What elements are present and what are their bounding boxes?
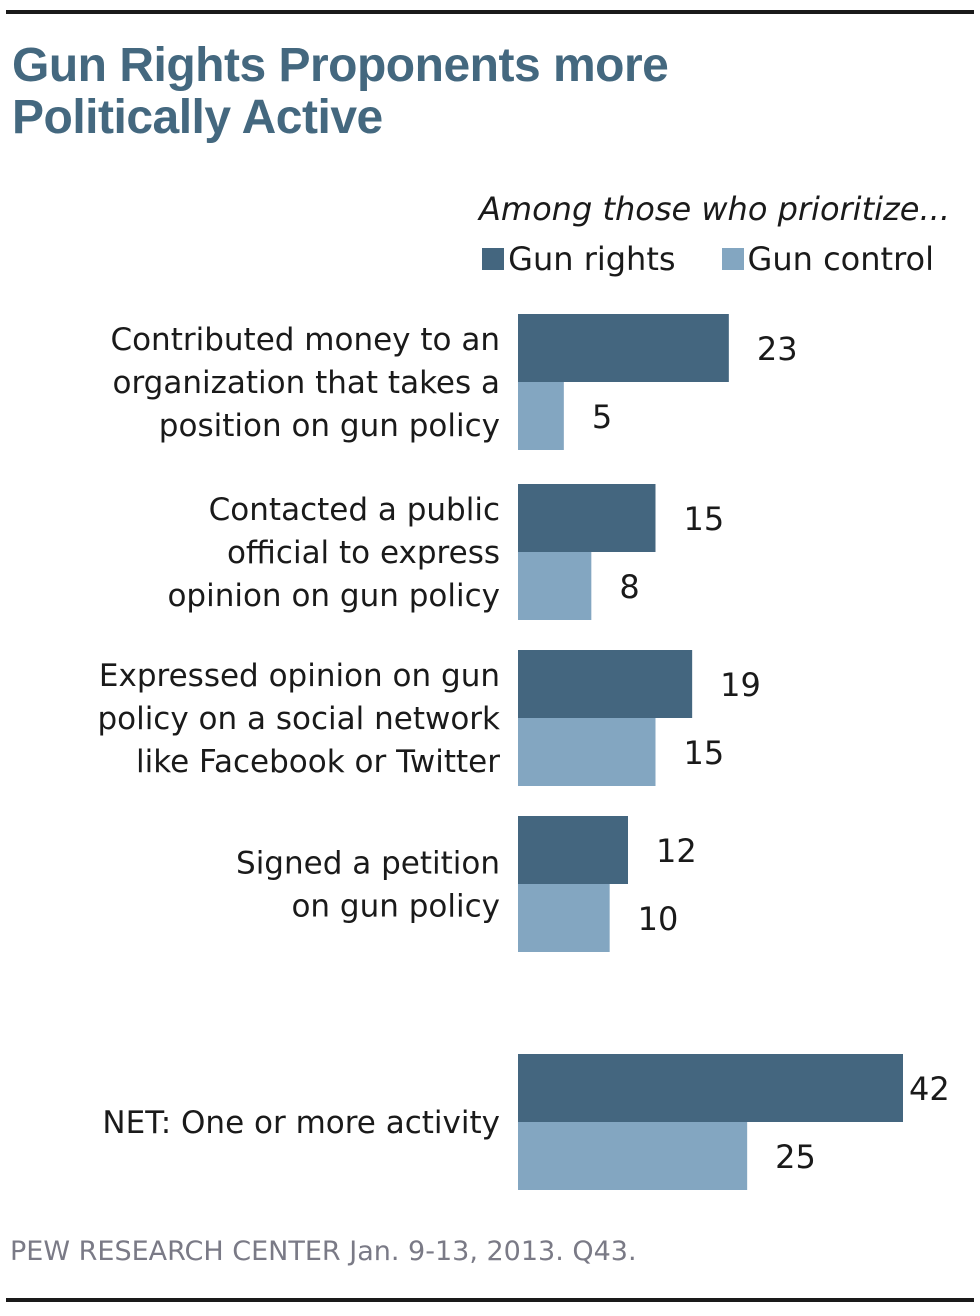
category-label: Signed a petition (236, 846, 500, 882)
data-label: 23 (757, 330, 798, 368)
data-label: 15 (684, 734, 725, 772)
category-label: opinion on gun policy (167, 578, 500, 614)
category-label: policy on a social network (97, 701, 500, 737)
bar-gun-control (518, 1122, 748, 1190)
data-label: 12 (656, 832, 697, 870)
bar-gun-rights (518, 484, 656, 552)
bar-gun-rights (518, 314, 729, 382)
data-label: 10 (638, 900, 679, 938)
category-label: like Facebook or Twitter (136, 744, 500, 780)
category-label: organization that takes a (113, 365, 501, 401)
top-rule (6, 10, 974, 14)
category-label: official to express (227, 535, 500, 571)
title-line-1: Gun Rights Proponents more (12, 39, 669, 92)
category-label: position on gun policy (159, 408, 500, 444)
legend-swatch-gun-control (721, 248, 744, 270)
category-label: Contacted a public (209, 492, 500, 528)
bar-gun-rights (518, 650, 693, 718)
data-label: 42 (909, 1070, 950, 1108)
bar-gun-rights (518, 1054, 903, 1122)
chart-title: Gun Rights Proponents more Politically A… (12, 39, 669, 144)
legend-item-gun-rights: Gun rights (482, 240, 676, 278)
category-label: on gun policy (291, 889, 500, 925)
bottom-rule (6, 1298, 974, 1302)
bar-gun-control (518, 382, 564, 450)
legend-label-gun-rights: Gun rights (508, 240, 676, 278)
chart-subtitle: Among those who prioritize... (479, 190, 950, 228)
data-label: 25 (775, 1138, 816, 1176)
category-label: Contributed money to an (110, 322, 500, 358)
source-note: PEW RESEARCH CENTER Jan. 9-13, 2013. Q43… (10, 1236, 637, 1267)
bar-gun-control (518, 718, 656, 786)
data-label: 8 (619, 568, 639, 606)
legend-swatch-gun-rights (482, 248, 505, 270)
data-label: 15 (684, 500, 725, 538)
bar-gun-rights (518, 816, 628, 884)
legend: Gun rights Gun control (482, 240, 934, 278)
title-line-2: Politically Active (12, 91, 383, 144)
bar-gun-control (518, 552, 592, 620)
legend-label-gun-control: Gun control (747, 240, 934, 278)
bar-gun-control (518, 884, 610, 952)
legend-item-gun-control: Gun control (721, 240, 934, 278)
data-label: 5 (592, 398, 612, 436)
category-label: NET: One or more activity (102, 1105, 500, 1141)
category-label: Expressed opinion on gun (99, 658, 500, 694)
data-label: 19 (720, 666, 761, 704)
